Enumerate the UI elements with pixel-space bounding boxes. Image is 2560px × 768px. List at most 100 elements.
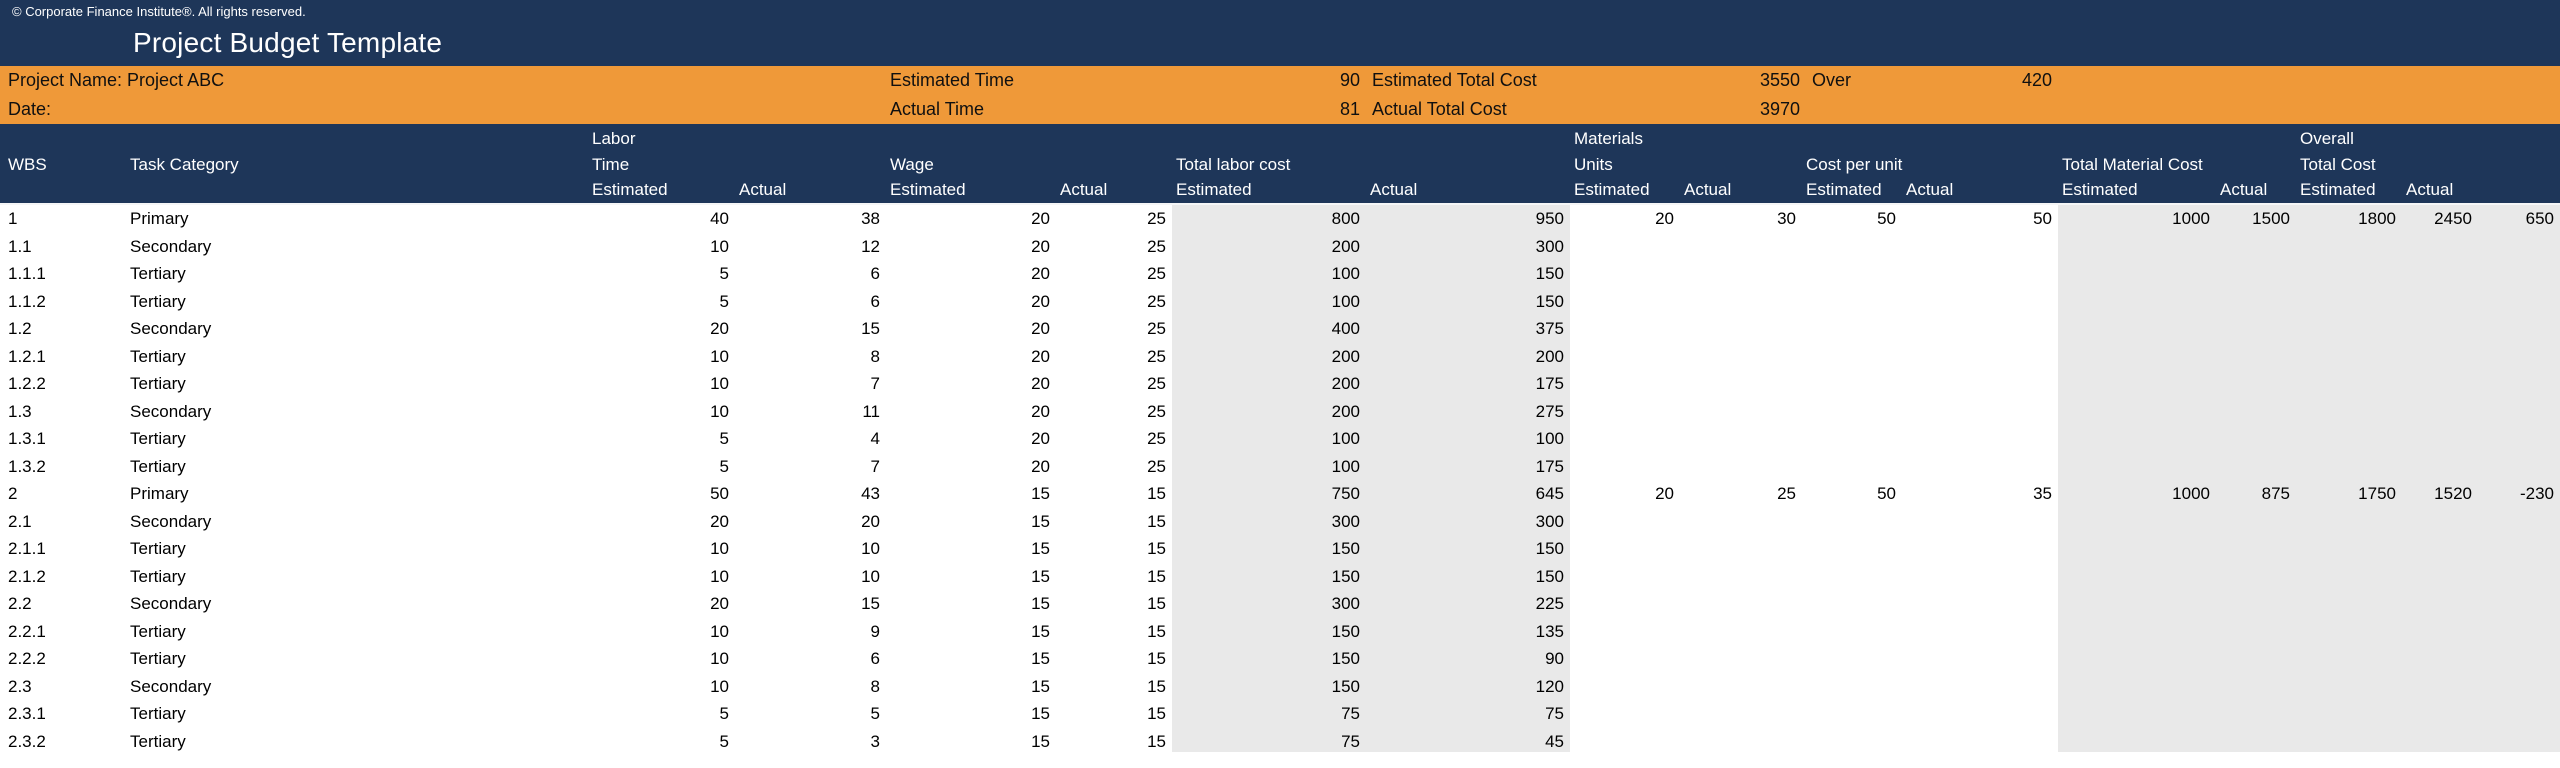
cell-labor-actual[interactable]: 7 bbox=[870, 456, 880, 476]
cell-cost-per-unit-actual[interactable] bbox=[1902, 563, 2058, 591]
cell-overall-variance[interactable]: 650 bbox=[2525, 209, 2554, 228]
cell-total-labor-cost-estimated[interactable]: 200 bbox=[1331, 401, 1360, 421]
cell-total-labor-cost-actual[interactable]: 300 bbox=[1535, 511, 1564, 531]
cell-overall-variance[interactable] bbox=[2478, 233, 2560, 261]
cell-task-category[interactable]: Tertiary bbox=[130, 566, 186, 586]
cell-cost-per-unit-estimated[interactable] bbox=[1802, 563, 1902, 591]
cell-overall-actual[interactable]: 2450 bbox=[2434, 209, 2472, 228]
cell-units-actual[interactable] bbox=[1680, 233, 1802, 261]
cell-labor-actual[interactable]: 11 bbox=[862, 401, 880, 421]
cell-total-material-cost-actual[interactable] bbox=[2216, 508, 2296, 536]
cell-units-estimated[interactable]: 20 bbox=[1655, 209, 1674, 228]
cell-wage-actual[interactable]: 15 bbox=[1147, 511, 1166, 531]
cell-overall-variance[interactable] bbox=[2478, 563, 2560, 591]
cell-total-labor-cost-estimated[interactable]: 150 bbox=[1331, 649, 1360, 668]
project-name-label[interactable]: Project Name: Project ABC bbox=[8, 70, 225, 90]
cell-wage-actual[interactable]: 15 bbox=[1147, 649, 1166, 668]
cell-cost-per-unit-actual[interactable] bbox=[1902, 343, 2058, 371]
cell-wbs[interactable]: 1.1 bbox=[8, 236, 32, 256]
cell-units-estimated[interactable] bbox=[1570, 645, 1680, 673]
cell-units-actual[interactable] bbox=[1680, 370, 1802, 398]
cell-overall-variance[interactable] bbox=[2478, 260, 2560, 288]
cell-labor-estimated[interactable]: 10 bbox=[710, 676, 729, 696]
cell-overall-estimated[interactable] bbox=[2296, 563, 2402, 591]
cell-wage-estimated[interactable]: 20 bbox=[1031, 456, 1050, 476]
cell-labor-estimated[interactable]: 20 bbox=[710, 511, 729, 531]
cell-units-estimated[interactable] bbox=[1570, 425, 1680, 453]
cell-total-labor-cost-estimated[interactable]: 100 bbox=[1331, 291, 1360, 311]
cell-labor-actual[interactable]: 15 bbox=[861, 319, 880, 338]
cell-wbs[interactable]: 1.3.1 bbox=[8, 429, 46, 448]
cell-total-labor-cost-estimated[interactable]: 150 bbox=[1331, 539, 1360, 558]
cell-cost-per-unit-estimated[interactable] bbox=[1802, 288, 1902, 316]
cell-total-labor-cost-actual[interactable]: 120 bbox=[1535, 676, 1564, 696]
cell-units-actual[interactable]: 30 bbox=[1777, 209, 1796, 228]
cell-total-material-cost-estimated[interactable] bbox=[2058, 645, 2216, 673]
cell-labor-actual[interactable]: 5 bbox=[870, 704, 880, 723]
cell-task-category[interactable]: Tertiary bbox=[130, 264, 186, 283]
cell-task-category[interactable]: Tertiary bbox=[130, 704, 186, 723]
cell-total-labor-cost-actual[interactable]: 175 bbox=[1535, 456, 1564, 476]
cell-cost-per-unit-actual[interactable]: 35 bbox=[2033, 484, 2052, 503]
cell-wbs[interactable]: 1 bbox=[8, 209, 18, 228]
cell-wage-estimated[interactable]: 20 bbox=[1031, 346, 1050, 366]
cell-wage-estimated[interactable]: 20 bbox=[1031, 264, 1050, 283]
cell-wage-estimated[interactable]: 20 bbox=[1031, 319, 1050, 338]
cell-cost-per-unit-actual[interactable] bbox=[1902, 370, 2058, 398]
cell-total-labor-cost-estimated[interactable]: 800 bbox=[1331, 209, 1360, 228]
cell-total-labor-cost-actual[interactable]: 275 bbox=[1535, 401, 1564, 421]
cell-wage-estimated[interactable]: 15 bbox=[1031, 484, 1050, 503]
cell-overall-estimated[interactable] bbox=[2296, 673, 2402, 701]
cell-total-material-cost-actual[interactable] bbox=[2216, 563, 2296, 591]
cell-total-material-cost-actual[interactable] bbox=[2216, 700, 2296, 728]
cell-wage-estimated[interactable]: 15 bbox=[1031, 594, 1050, 613]
cell-labor-actual[interactable]: 6 bbox=[870, 291, 880, 311]
cell-cost-per-unit-estimated[interactable] bbox=[1802, 728, 1902, 756]
cell-cost-per-unit-estimated[interactable]: 50 bbox=[1877, 484, 1896, 503]
cell-units-actual[interactable] bbox=[1680, 673, 1802, 701]
cell-cost-per-unit-estimated[interactable] bbox=[1802, 233, 1902, 261]
cell-units-actual[interactable] bbox=[1680, 700, 1802, 728]
cell-task-category[interactable]: Secondary bbox=[130, 319, 212, 338]
cell-total-labor-cost-estimated[interactable]: 200 bbox=[1331, 236, 1360, 256]
cell-total-labor-cost-estimated[interactable]: 300 bbox=[1331, 511, 1360, 531]
cell-wbs[interactable]: 1.3.2 bbox=[8, 456, 46, 476]
cell-labor-estimated[interactable]: 10 bbox=[710, 401, 729, 421]
cell-cost-per-unit-actual[interactable] bbox=[1902, 673, 2058, 701]
cell-wage-actual[interactable]: 15 bbox=[1147, 676, 1166, 696]
cell-labor-estimated[interactable]: 5 bbox=[719, 731, 729, 751]
cell-overall-estimated[interactable] bbox=[2296, 645, 2402, 673]
cell-units-actual[interactable] bbox=[1680, 590, 1802, 618]
cell-overall-actual[interactable] bbox=[2402, 315, 2478, 343]
cell-total-labor-cost-actual[interactable]: 175 bbox=[1535, 374, 1564, 393]
cell-overall-actual[interactable] bbox=[2402, 618, 2478, 646]
cell-overall-variance[interactable] bbox=[2478, 590, 2560, 618]
cell-units-actual[interactable]: 25 bbox=[1777, 484, 1796, 503]
cell-units-estimated[interactable] bbox=[1570, 563, 1680, 591]
cell-wage-actual[interactable]: 15 bbox=[1147, 566, 1166, 586]
cell-cost-per-unit-estimated[interactable] bbox=[1802, 535, 1902, 563]
cell-total-material-cost-estimated[interactable] bbox=[2058, 260, 2216, 288]
cell-labor-estimated[interactable]: 10 bbox=[710, 374, 729, 393]
cell-overall-variance[interactable] bbox=[2478, 370, 2560, 398]
cell-wage-estimated[interactable]: 20 bbox=[1031, 209, 1050, 228]
actual-time-value[interactable]: 81 bbox=[1339, 99, 1360, 119]
cell-wage-actual[interactable]: 25 bbox=[1147, 401, 1166, 421]
cell-labor-actual[interactable]: 12 bbox=[861, 236, 880, 256]
cell-cost-per-unit-actual[interactable] bbox=[1902, 453, 2058, 481]
cell-wage-actual[interactable]: 15 bbox=[1147, 594, 1166, 613]
cell-cost-per-unit-estimated[interactable] bbox=[1802, 453, 1902, 481]
cell-wage-estimated[interactable]: 15 bbox=[1031, 649, 1050, 668]
cell-labor-estimated[interactable]: 5 bbox=[719, 264, 729, 283]
cell-total-labor-cost-actual[interactable]: 75 bbox=[1545, 704, 1564, 723]
cell-total-labor-cost-estimated[interactable]: 400 bbox=[1331, 319, 1360, 338]
cell-total-material-cost-actual[interactable] bbox=[2216, 618, 2296, 646]
cell-labor-actual[interactable]: 8 bbox=[870, 346, 880, 366]
cell-total-material-cost-estimated[interactable] bbox=[2058, 233, 2216, 261]
cell-units-actual[interactable] bbox=[1680, 728, 1802, 756]
cell-wage-estimated[interactable]: 15 bbox=[1031, 539, 1050, 558]
cell-labor-estimated[interactable]: 10 bbox=[710, 346, 729, 366]
cell-units-actual[interactable] bbox=[1680, 315, 1802, 343]
cell-labor-estimated[interactable]: 5 bbox=[719, 704, 729, 723]
cell-total-labor-cost-actual[interactable]: 645 bbox=[1535, 484, 1564, 503]
